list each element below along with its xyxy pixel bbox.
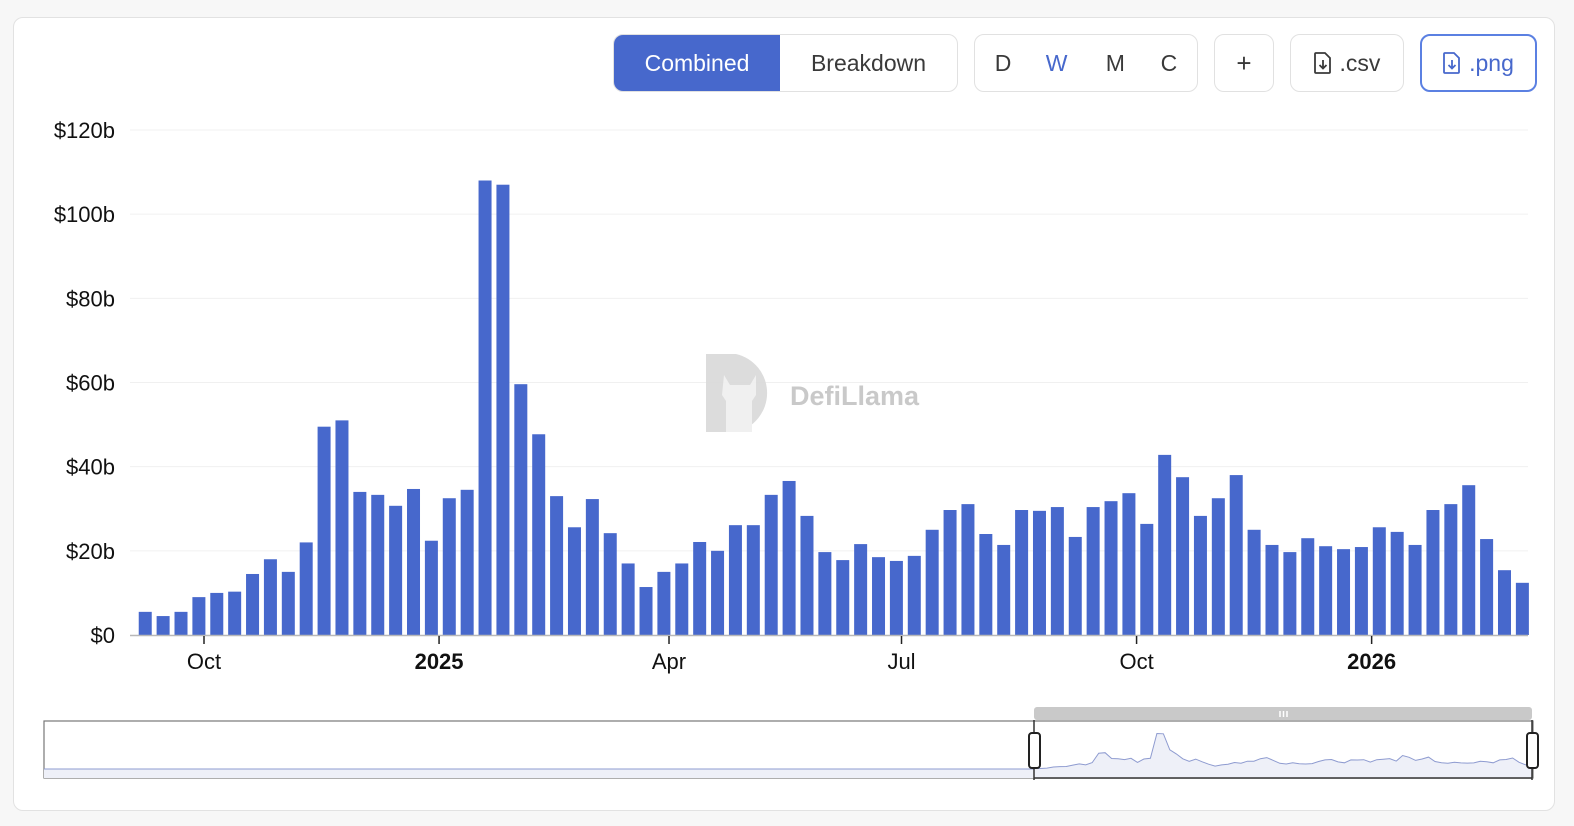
view-toggle: Combined Breakdown [613, 34, 958, 92]
csv-label: .csv [1339, 49, 1381, 76]
combined-button[interactable]: Combined [614, 35, 780, 91]
cumulative-button[interactable]: C [1160, 49, 1178, 76]
png-label: .png [1469, 49, 1514, 76]
monthly-button[interactable]: M [1105, 49, 1125, 76]
csv-download-button[interactable]: .csv [1290, 34, 1404, 92]
granularity-toggle: D W M C [974, 34, 1198, 92]
add-button[interactable]: + [1214, 34, 1274, 92]
png-download-button[interactable]: .png [1420, 34, 1537, 92]
weekly-button[interactable]: W [1045, 49, 1068, 76]
file-download-icon [1313, 52, 1331, 74]
file-download-icon [1443, 52, 1461, 74]
plus-icon: + [1236, 47, 1252, 78]
breakdown-button[interactable]: Breakdown [810, 49, 927, 76]
daily-button[interactable]: D [994, 49, 1012, 76]
chart-card [13, 17, 1555, 811]
